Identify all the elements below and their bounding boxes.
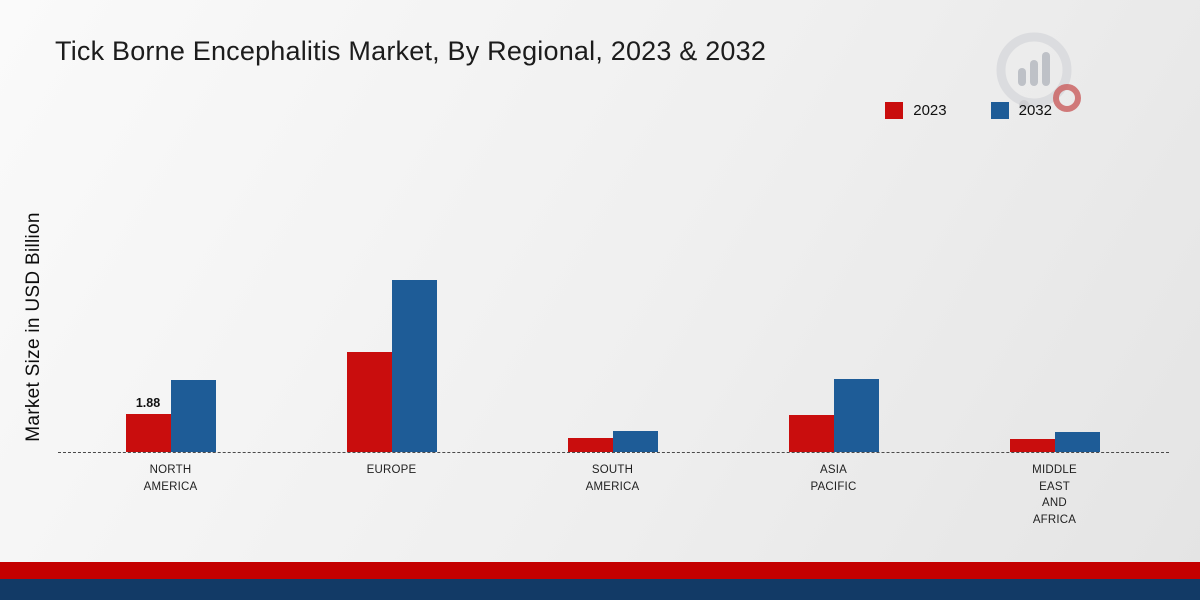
bar-2032-south-america	[612, 431, 658, 452]
category-label-line: AMERICA	[585, 480, 640, 493]
legend-item-2032: 2032	[990, 102, 1052, 119]
bar-2023-north-america: 1.88	[125, 396, 171, 452]
bar-group-europe: EUROPE	[281, 122, 502, 476]
bars-south-america	[567, 431, 658, 452]
category-label-south-america: SOUTH AMERICA	[502, 462, 723, 495]
category-label-line: AMERICA	[143, 480, 198, 493]
bars-europe	[346, 280, 437, 452]
category-label-middle-east-and-africa: MIDDLE EAST AND AFRICA	[944, 462, 1165, 529]
category-label-line: MIDDLE	[1032, 464, 1077, 476]
bar-value-label: 1.88	[135, 396, 161, 411]
bar-2032-asia-pacific	[833, 379, 879, 452]
bar-2023-middle-east-and-africa	[1009, 439, 1055, 452]
category-label-europe: EUROPE	[281, 462, 502, 479]
category-label-line: PACIFIC	[810, 480, 857, 493]
category-label-asia-pacific: ASIA PACIFIC	[723, 462, 944, 495]
category-label-line: AFRICA	[1032, 514, 1077, 527]
plot-area: 1.88 NORTH AMERICA EUROPE SOUTH AMERICA ASIA PA…	[58, 122, 1169, 526]
zero-baseline	[58, 452, 1169, 453]
bar-2023-south-america	[567, 438, 613, 452]
bar-2032-middle-east-and-africa	[1054, 432, 1100, 452]
category-label-line: NORTH	[149, 464, 192, 476]
bar-group-middle-east-and-africa: MIDDLE EAST AND AFRICA	[944, 122, 1165, 526]
footer-red-stripe	[0, 562, 1200, 579]
bar-groups: 1.88 NORTH AMERICA EUROPE SOUTH AMERICA ASIA PA…	[60, 122, 1165, 526]
bar-group-asia-pacific: ASIA PACIFIC	[723, 122, 944, 493]
legend-swatch-2023	[885, 102, 904, 119]
bar-group-north-america: 1.88 NORTH AMERICA	[60, 122, 281, 493]
y-axis-label: Market Size in USD Billion	[23, 212, 44, 442]
bar-group-south-america: SOUTH AMERICA	[502, 122, 723, 493]
legend-label: 2032	[1018, 102, 1052, 119]
category-label-line: EUROPE	[366, 464, 417, 476]
bars-asia-pacific	[788, 379, 879, 452]
bars-middle-east-and-africa	[1009, 432, 1100, 452]
legend-swatch-2032	[990, 102, 1009, 119]
category-label-north-america: NORTH AMERICA	[60, 462, 281, 495]
brand-logo-icon	[988, 30, 1088, 122]
legend-item-2023: 2023	[885, 102, 947, 119]
bar-2032-north-america	[170, 380, 216, 452]
category-label-line: EAST	[1039, 480, 1070, 493]
footer-blue-stripe	[0, 579, 1200, 600]
category-label-line: ASIA	[819, 464, 847, 476]
category-label-line: SOUTH	[591, 464, 634, 476]
category-label-line: AND	[1042, 497, 1067, 510]
bar-2023-asia-pacific	[788, 415, 834, 452]
chart-title: Tick Borne Encephalitis Market, By Regio…	[55, 36, 767, 66]
legend-label: 2023	[913, 102, 947, 119]
bar-2032-europe	[391, 280, 437, 452]
bars-north-america: 1.88	[125, 380, 216, 452]
legend: 2023 2032	[885, 102, 1052, 119]
bar-2023-europe	[346, 352, 392, 452]
